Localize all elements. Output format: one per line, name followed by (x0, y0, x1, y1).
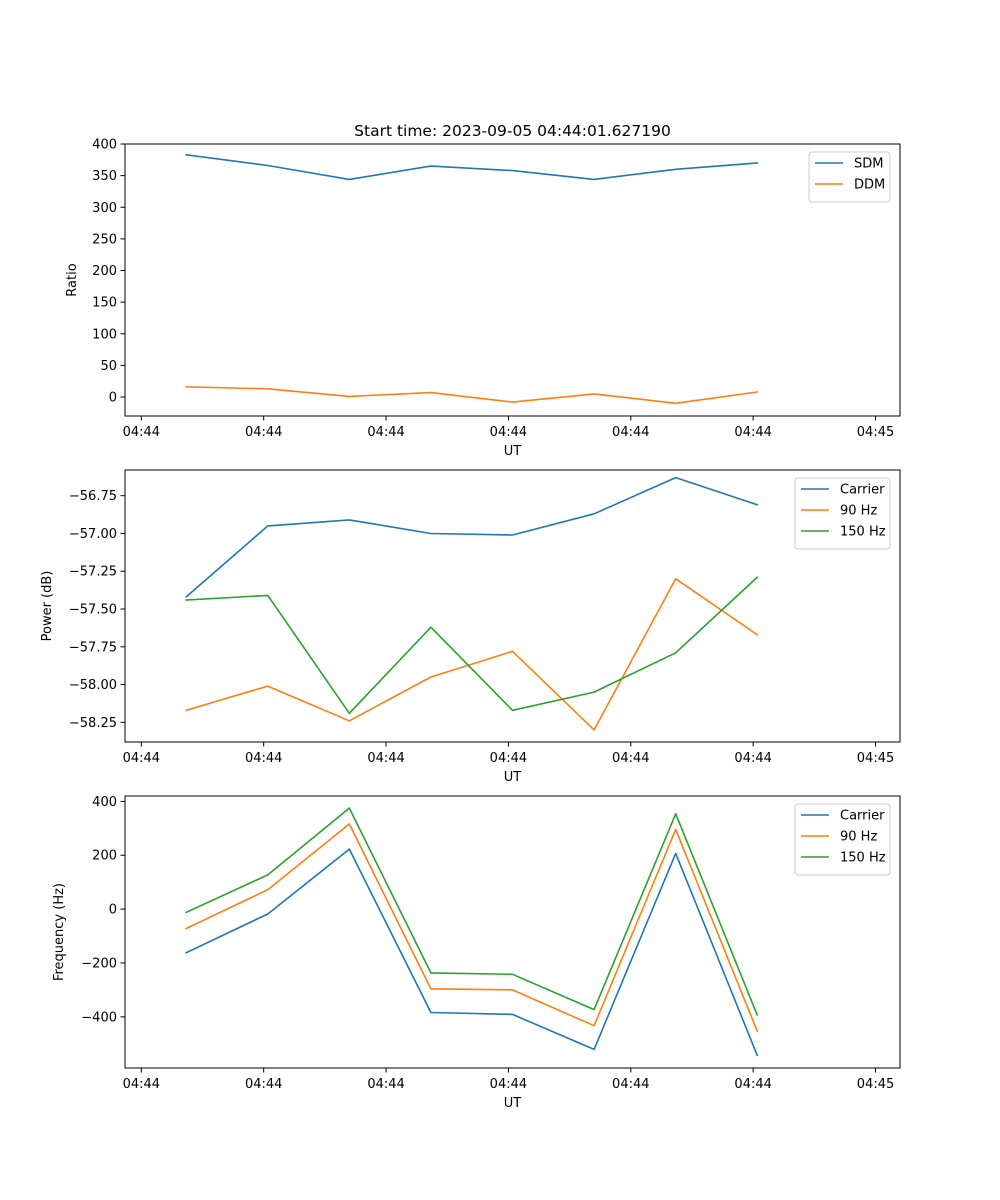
y-tick-label-power: −58.00 (69, 678, 117, 693)
x-tick-label-frequency: 04:44 (123, 1077, 160, 1092)
y-tick-label-power: −58.25 (69, 716, 117, 731)
series-line-ratio-ddm (185, 386, 759, 405)
y-axis-label-frequency: Frequency (Hz) (52, 883, 67, 981)
y-tick-label-power: −57.50 (69, 603, 117, 618)
x-tick-label-ratio: 04:44 (612, 425, 649, 440)
axes-frame-ratio (124, 143, 901, 417)
y-tick-label-ratio: 250 (92, 232, 117, 247)
panels: 04:44 04:44 04:44 04:44 04:44 04:44 04:45 0 50 10… (40, 138, 901, 1111)
x-tick-label-frequency: 04:44 (245, 1077, 282, 1092)
y-tick-label-ratio: 100 (92, 327, 117, 342)
x-tick-label-power: 04:44 (367, 751, 404, 766)
legend-ratio: SDM DDM (808, 151, 891, 203)
series-line-frequency-carrier (185, 848, 759, 1057)
panel-power: 04:44 04:44 04:44 04:44 04:44 04:44 04:45 −58.2… (40, 469, 901, 785)
y-tick-label-ratio: 150 (92, 296, 117, 311)
y-tick-label-frequency: 400 (92, 795, 117, 810)
legend-label-90-hz: 90 Hz (840, 504, 877, 519)
y-tick-label-ratio: 50 (100, 359, 117, 374)
y-axis-label-power: Power (dB) (40, 571, 55, 642)
x-tick-label-ratio: 04:44 (245, 425, 282, 440)
x-tick-label-power: 04:44 (612, 751, 649, 766)
legend-label-ddm: DDM (854, 178, 885, 193)
x-tick-label-frequency: 04:44 (367, 1077, 404, 1092)
y-tick-label-power: −57.75 (69, 640, 117, 655)
y-tick-label-ratio: 400 (92, 138, 117, 153)
series-line-ratio-sdm (185, 153, 759, 181)
legend-label-sdm: SDM (854, 157, 883, 172)
series-line-power-90-hz (185, 577, 759, 731)
x-tick-label-ratio: 04:44 (490, 425, 527, 440)
legend-power: Carrier 90 Hz 150 Hz (794, 477, 891, 550)
y-tick-label-frequency: −200 (81, 956, 117, 971)
chart-title: Start time: 2023-09-05 04:44:01.627190 (354, 122, 671, 140)
y-axis-label-ratio: Ratio (65, 263, 80, 296)
x-tick-label-power: 04:45 (857, 751, 894, 766)
axes-frame-frequency (124, 795, 901, 1069)
x-axis-label-ratio: UT (504, 444, 522, 459)
y-tick-label-frequency: −400 (81, 1010, 117, 1025)
legend-label-carrier: Carrier (840, 809, 885, 824)
y-tick-label-frequency: 200 (92, 849, 117, 864)
panel-ratio: 04:44 04:44 04:44 04:44 04:44 04:44 04:45 0 50 10… (65, 138, 901, 459)
x-tick-label-power: 04:44 (123, 751, 160, 766)
y-tick-label-power: −57.25 (69, 565, 117, 580)
x-tick-label-ratio: 04:44 (123, 425, 160, 440)
series-line-frequency-90-hz (185, 823, 759, 1033)
legend-label-carrier: Carrier (840, 483, 885, 498)
y-tick-label-power: −57.00 (69, 527, 117, 542)
legend-label-150-hz: 150 Hz (840, 851, 886, 866)
legend-label-150-hz: 150 Hz (840, 525, 886, 540)
axes-frame-power (124, 469, 901, 743)
x-axis-label-power: UT (504, 770, 522, 785)
x-tick-label-power: 04:44 (490, 751, 527, 766)
x-tick-label-ratio: 04:45 (857, 425, 894, 440)
y-tick-label-power: −56.75 (69, 489, 117, 504)
y-tick-label-ratio: 300 (92, 201, 117, 216)
x-tick-label-frequency: 04:45 (857, 1077, 894, 1092)
x-axis-label-frequency: UT (504, 1096, 522, 1111)
series-line-power-150-hz (185, 576, 759, 715)
y-tick-label-ratio: 200 (92, 264, 117, 279)
x-tick-label-frequency: 04:44 (734, 1077, 771, 1092)
x-tick-label-power: 04:44 (734, 751, 771, 766)
x-tick-label-ratio: 04:44 (367, 425, 404, 440)
x-tick-label-power: 04:44 (245, 751, 282, 766)
panel-frequency: 04:44 04:44 04:44 04:44 04:44 04:44 04:45 −400 −… (52, 795, 901, 1111)
x-tick-label-frequency: 04:44 (490, 1077, 527, 1092)
legend-frequency: Carrier 90 Hz 150 Hz (794, 803, 891, 876)
y-tick-label-ratio: 0 (109, 391, 117, 406)
series-line-frequency-150-hz (185, 807, 759, 1016)
series-line-power-carrier (185, 476, 759, 599)
y-tick-label-frequency: 0 (109, 903, 117, 918)
y-tick-label-ratio: 350 (92, 169, 117, 184)
legend-label-90-hz: 90 Hz (840, 830, 877, 845)
legend-box-ratio (808, 151, 891, 203)
x-tick-label-frequency: 04:44 (612, 1077, 649, 1092)
x-tick-label-ratio: 04:44 (734, 425, 771, 440)
